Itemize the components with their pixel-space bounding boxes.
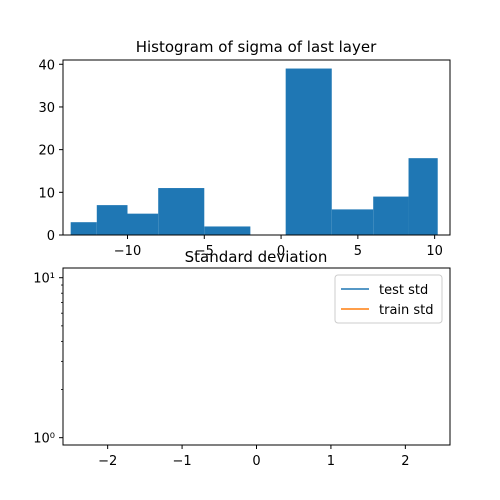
std-x-tick-label: 2 xyxy=(401,454,409,469)
std-title: Standard deviation xyxy=(185,248,328,266)
std-y-tick-label: 10¹ xyxy=(33,272,55,287)
legend-box xyxy=(334,274,443,324)
histogram-x-tick-label: 10 xyxy=(426,244,443,259)
histogram-x-axis: −10 −5 0 5 10 xyxy=(114,235,443,259)
std-legend: test std train std xyxy=(334,274,443,324)
histogram-bar xyxy=(96,205,128,235)
std-y-tick-label: 10⁰ xyxy=(33,432,55,447)
histogram-bar xyxy=(331,209,374,235)
histogram-x-tick-label: −5 xyxy=(195,244,214,259)
histogram-x-tick-label: 0 xyxy=(277,244,285,259)
histogram-y-axis: 0 10 20 30 40 xyxy=(38,58,63,244)
histogram-y-tick-label: 40 xyxy=(38,58,55,73)
histogram-y-tick-label: 10 xyxy=(38,186,55,201)
histogram-x-tick-label: 5 xyxy=(354,244,362,259)
histogram-bars xyxy=(70,68,438,235)
histogram-y-tick-label: 0 xyxy=(47,229,55,244)
histogram-bar xyxy=(127,213,159,235)
std-x-axis: −2 −1 0 1 2 xyxy=(98,445,409,469)
histogram-frame xyxy=(62,59,451,236)
histogram-x-tick-label: −10 xyxy=(114,244,141,259)
histogram-bar xyxy=(285,68,332,235)
std-frame xyxy=(62,267,451,446)
histogram-title: Histogram of sigma of last layer xyxy=(136,38,377,56)
legend-label-train-std: train std xyxy=(379,303,434,318)
histogram-y-tick-label: 20 xyxy=(38,144,55,159)
histogram-bar xyxy=(373,196,409,235)
histogram-bar xyxy=(204,226,251,235)
std-y-axis: 10⁰ 10¹ xyxy=(33,272,63,447)
std-x-tick-label: 0 xyxy=(252,454,260,469)
std-x-tick-label: −2 xyxy=(98,454,117,469)
histogram-bar xyxy=(70,222,97,235)
std-x-tick-label: 1 xyxy=(327,454,335,469)
histogram-bar xyxy=(158,188,205,235)
histogram-bar xyxy=(408,158,438,235)
histogram-panel: Histogram of sigma of last layer −10 −5 0 5… xyxy=(38,38,451,259)
legend-label-test-std: test std xyxy=(379,283,428,298)
histogram-y-tick-label: 30 xyxy=(38,101,55,116)
std-panel: −2 −1 0 1 2 10⁰ 10¹ Standard deviation test s… xyxy=(33,248,451,469)
std-x-tick-label: −1 xyxy=(172,454,191,469)
